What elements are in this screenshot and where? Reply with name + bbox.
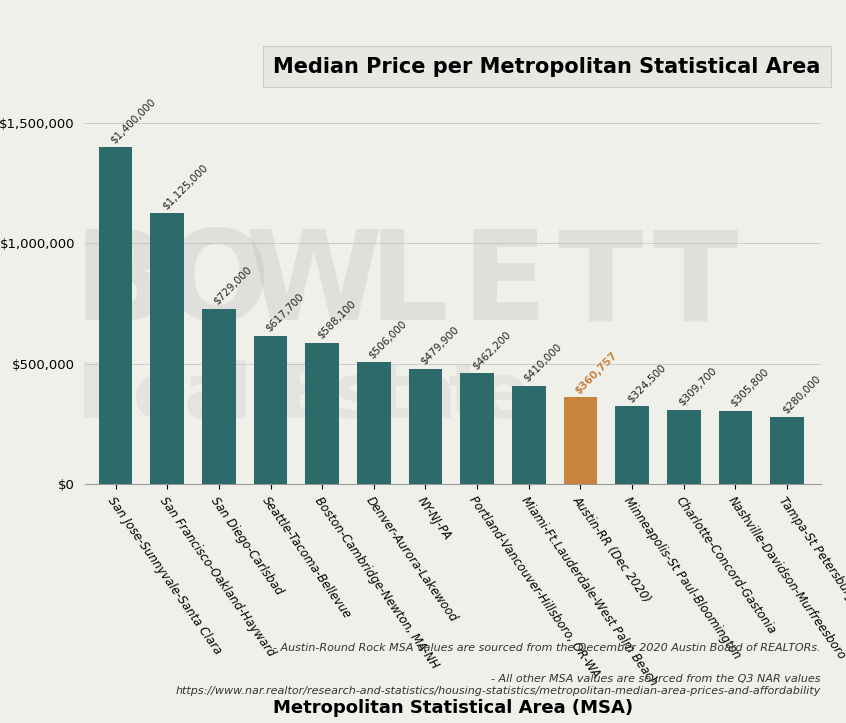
Text: Median Price per Metropolitan Statistical Area: Median Price per Metropolitan Statistica… (273, 57, 821, 77)
Text: $280,000: $280,000 (780, 373, 821, 415)
Bar (254, 335, 288, 484)
Text: $1,125,000: $1,125,000 (160, 162, 209, 211)
Bar (409, 369, 442, 484)
Text: $462,200: $462,200 (470, 329, 512, 371)
Text: $479,900: $479,900 (419, 325, 460, 367)
Text: - All other MSA values are sourced from the Q3 NAR values
https://www.nar.realto: - All other MSA values are sourced from … (175, 675, 821, 696)
Bar (667, 410, 700, 484)
Bar (718, 411, 752, 484)
Bar (563, 398, 597, 484)
Text: $617,700: $617,700 (263, 291, 305, 333)
Text: - Austin-Round Rock MSA values are sourced from the December 2020 Austin Board o: - Austin-Round Rock MSA values are sourc… (273, 643, 821, 653)
Text: T: T (653, 225, 738, 346)
Text: $506,000: $506,000 (367, 319, 409, 361)
Text: $324,500: $324,500 (625, 362, 667, 404)
Text: e: e (478, 360, 530, 434)
Bar (305, 343, 339, 484)
Text: t: t (376, 360, 412, 434)
Bar (357, 362, 391, 484)
Text: B: B (74, 225, 169, 346)
Text: L: L (369, 225, 448, 346)
X-axis label: Metropolitan Statistical Area (MSA): Metropolitan Statistical Area (MSA) (272, 699, 633, 717)
Bar (99, 147, 132, 484)
Text: e: e (132, 360, 184, 434)
Text: a: a (404, 360, 456, 434)
Text: a: a (184, 360, 235, 434)
Text: R: R (77, 360, 136, 434)
Text: T: T (558, 225, 642, 346)
Bar (615, 406, 649, 484)
Text: E: E (279, 360, 332, 434)
Bar (151, 213, 184, 484)
Text: W: W (244, 225, 382, 346)
Text: E: E (461, 225, 547, 346)
Text: t: t (449, 360, 486, 434)
Text: $588,100: $588,100 (315, 299, 357, 341)
Bar (512, 385, 546, 484)
Text: $410,000: $410,000 (522, 342, 563, 384)
Text: $1,400,000: $1,400,000 (108, 96, 157, 145)
Bar (460, 373, 494, 484)
Bar (770, 417, 804, 484)
Bar (202, 309, 236, 484)
Text: $360,757: $360,757 (574, 350, 619, 395)
Text: $305,800: $305,800 (728, 367, 771, 408)
Text: $309,700: $309,700 (677, 366, 718, 408)
Text: l: l (226, 360, 252, 434)
Text: O: O (164, 225, 270, 346)
Text: $729,000: $729,000 (212, 265, 254, 307)
Text: s: s (334, 360, 380, 434)
